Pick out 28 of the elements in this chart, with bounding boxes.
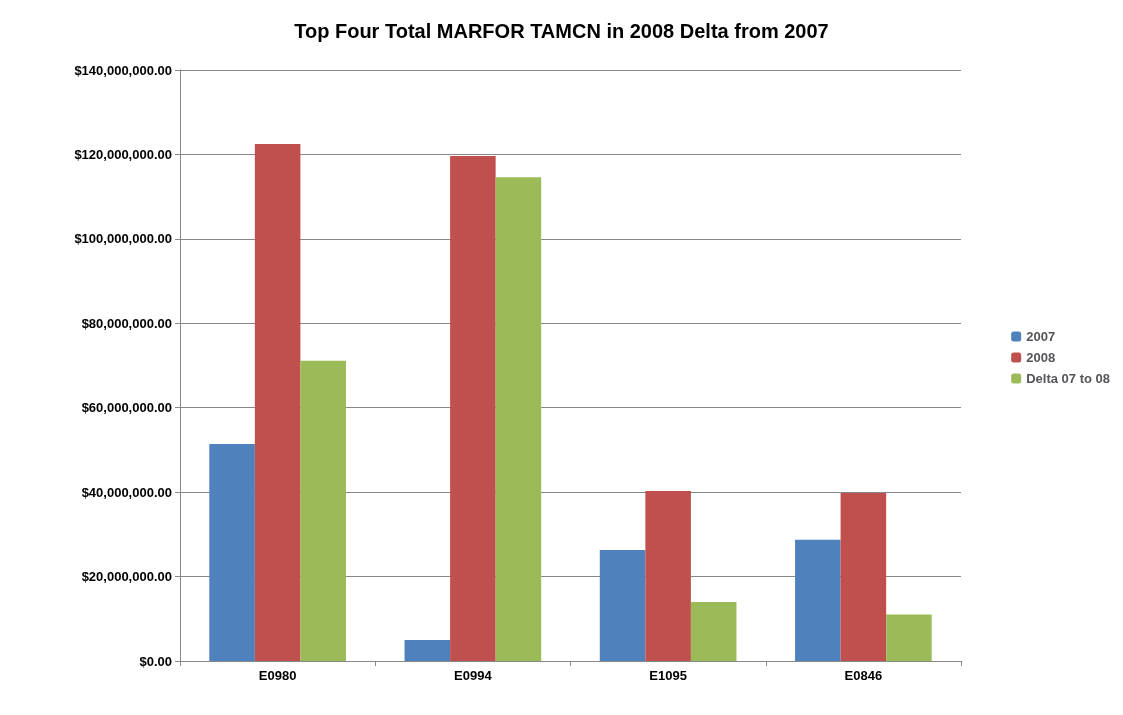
bar xyxy=(886,614,932,661)
bar xyxy=(840,492,887,661)
bar xyxy=(495,177,542,661)
y-tick-label: $0.00 xyxy=(139,653,172,669)
bar xyxy=(450,156,496,661)
bar xyxy=(795,539,841,661)
x-tick-label: E1095 xyxy=(649,668,687,683)
y-tick-label: $40,000,000.00 xyxy=(81,484,172,500)
bar xyxy=(300,360,346,661)
x-tick-label: E0980 xyxy=(258,668,297,683)
y-tick-label: $20,000,000.00 xyxy=(81,569,172,585)
legend-label: 2008 xyxy=(1026,350,1056,365)
bar xyxy=(404,639,451,661)
bar xyxy=(599,549,646,661)
bar xyxy=(209,444,255,661)
x-tick-label: E0994 xyxy=(454,668,493,683)
x-tick-label: E0846 xyxy=(844,668,883,683)
y-tick-label: $60,000,000.00 xyxy=(81,400,172,416)
chart-title: Top Four Total MARFOR TAMCN in 2008 Delta from 2007 xyxy=(294,20,829,42)
legend-label: Delta 07 to 08 xyxy=(1026,371,1111,386)
y-tick-label: $80,000,000.00 xyxy=(81,315,172,331)
y-tick-label: $140,000,000.00 xyxy=(74,62,172,78)
bar xyxy=(645,490,691,661)
y-tick-label: $100,000,000.00 xyxy=(74,231,172,247)
legend-label: 2007 xyxy=(1026,329,1056,344)
y-tick-label: $120,000,000.00 xyxy=(74,146,172,162)
bar xyxy=(254,143,301,661)
bar xyxy=(690,601,737,661)
